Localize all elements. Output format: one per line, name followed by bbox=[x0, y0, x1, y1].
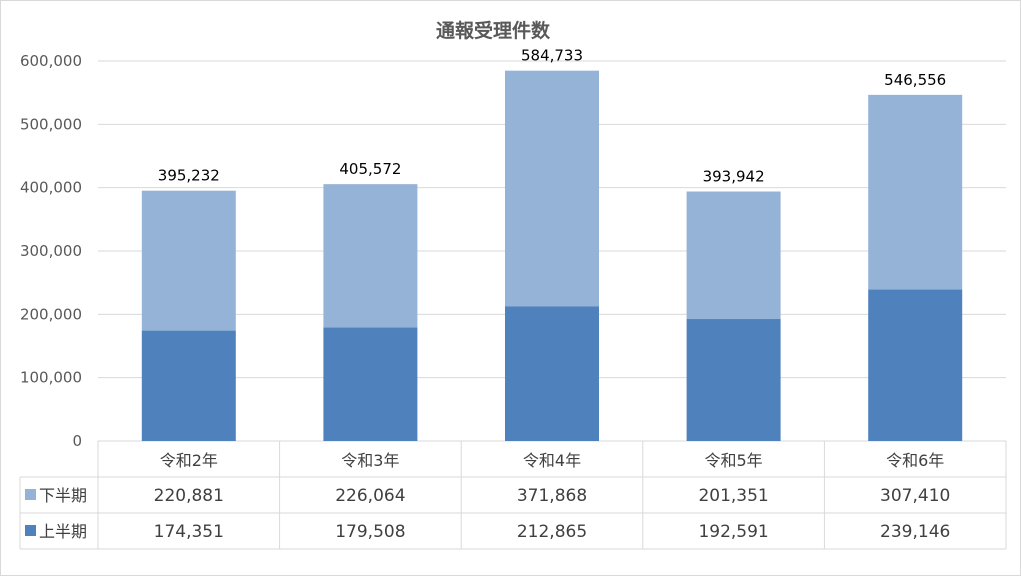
y-tick-label: 400,000 bbox=[20, 179, 82, 197]
bar-segment-upper bbox=[686, 191, 781, 320]
table-cell: 307,410 bbox=[880, 486, 950, 506]
table-cell: 212,865 bbox=[517, 522, 587, 542]
bar-segment-upper bbox=[868, 94, 963, 290]
total-label: 584,733 bbox=[521, 47, 583, 65]
bar-segment-lower bbox=[141, 330, 236, 441]
table-cell: 179,508 bbox=[335, 522, 405, 542]
legend-key bbox=[25, 489, 36, 500]
table-cell: 192,591 bbox=[698, 522, 768, 542]
bar-segment-upper bbox=[141, 190, 236, 331]
total-label: 393,942 bbox=[703, 168, 765, 186]
total-label: 405,572 bbox=[339, 160, 401, 178]
table-cell: 201,351 bbox=[698, 486, 768, 506]
y-tick-label: 0 bbox=[72, 432, 82, 450]
y-tick-label: 600,000 bbox=[20, 52, 82, 70]
series-label: 上半期 bbox=[39, 522, 87, 541]
y-tick-label: 500,000 bbox=[20, 115, 82, 133]
y-tick-label: 300,000 bbox=[20, 242, 82, 260]
bar-segment-lower bbox=[323, 327, 418, 441]
category-label: 令和2年 bbox=[160, 451, 218, 470]
table-cell: 371,868 bbox=[517, 486, 587, 506]
bar-segment-lower bbox=[686, 319, 781, 441]
total-labels: 395,232 405,572 584,733 393,942 546,556 bbox=[158, 47, 946, 186]
bar-segment-upper bbox=[323, 184, 418, 328]
category-label: 令和3年 bbox=[341, 451, 399, 470]
total-label: 546,556 bbox=[884, 71, 946, 89]
table-cell: 220,881 bbox=[154, 486, 224, 506]
table-cell: 239,146 bbox=[880, 522, 950, 542]
y-tick-label: 200,000 bbox=[20, 305, 82, 323]
category-label: 令和6年 bbox=[886, 451, 944, 470]
total-label: 395,232 bbox=[158, 167, 220, 185]
bar-segment-lower bbox=[505, 306, 599, 441]
category-label: 令和4年 bbox=[523, 451, 581, 470]
y-axis: 0 100,000 200,000 300,000 400,000 500,000 600,… bbox=[20, 52, 82, 450]
y-tick-label: 100,000 bbox=[20, 369, 82, 387]
table-cell: 226,064 bbox=[335, 486, 405, 506]
series-label: 下半期 bbox=[39, 486, 87, 505]
table-cell: 174,351 bbox=[154, 522, 224, 542]
bar-segment-upper bbox=[505, 70, 599, 307]
legend-key bbox=[25, 525, 36, 536]
bars bbox=[141, 70, 963, 441]
chart-title: 通報受理件数 bbox=[436, 19, 551, 42]
bar-segment-lower bbox=[868, 289, 963, 441]
category-label: 令和5年 bbox=[705, 451, 763, 470]
